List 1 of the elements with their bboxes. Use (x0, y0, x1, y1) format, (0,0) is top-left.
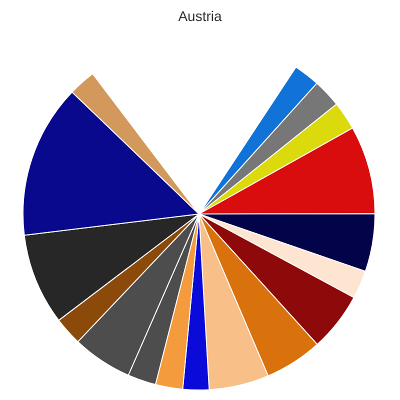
chart-title: Austria (178, 8, 222, 24)
